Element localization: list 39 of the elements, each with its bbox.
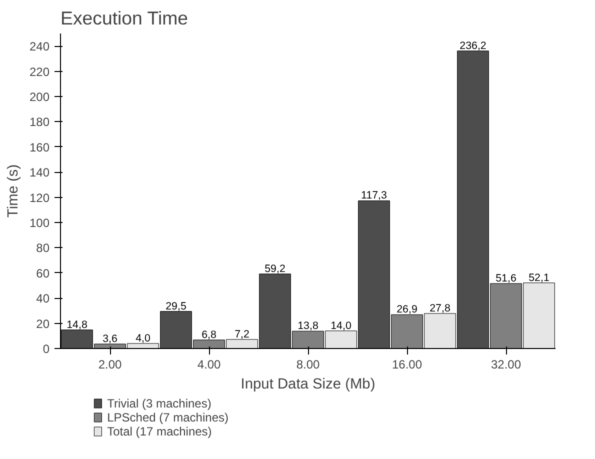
x-tick-label: 8.00 xyxy=(296,358,320,372)
y-tick-label: 240 xyxy=(29,40,50,54)
y-tick-label: 160 xyxy=(29,140,50,154)
x-axis-title: Input Data Size (Mb) xyxy=(240,376,376,392)
x-tick-label: 16.00 xyxy=(392,358,422,372)
y-tick-label: 120 xyxy=(29,190,50,205)
y-axis-title: Time (s) xyxy=(5,164,22,218)
x-tick-label: 32.00 xyxy=(490,358,522,372)
y-tick-label: 60 xyxy=(36,266,50,280)
data-label: 13,8 xyxy=(298,320,318,332)
y-tick-label: 80 xyxy=(36,241,50,256)
data-label: 51,6 xyxy=(496,272,516,284)
y-tick-label: 180 xyxy=(29,115,50,130)
data-label: 117,3 xyxy=(361,190,388,202)
y-tick-label: 220 xyxy=(29,64,50,79)
data-label: 6,8 xyxy=(202,328,216,341)
y-tick-label: 100 xyxy=(29,216,50,230)
data-label: 14,0 xyxy=(330,320,352,332)
legend-label: Total (17 machines) xyxy=(107,424,212,438)
y-tick-label: 200 xyxy=(29,90,50,104)
data-label: 7,2 xyxy=(234,328,250,340)
data-label: 29,5 xyxy=(166,300,186,312)
data-label: 4,0 xyxy=(136,332,150,344)
x-tick-label: 2.00 xyxy=(98,358,122,372)
data-label: 52,1 xyxy=(528,272,550,284)
chart-title: Execution Time xyxy=(60,8,188,28)
data-label: 236,2 xyxy=(460,40,486,52)
y-tick-label: 0 xyxy=(42,342,50,356)
x-tick-label: 4.00 xyxy=(197,358,222,372)
data-label: 27,8 xyxy=(430,302,450,314)
y-tick-label: 140 xyxy=(29,166,50,180)
data-label: 26,9 xyxy=(396,304,418,316)
data-label: 3,6 xyxy=(102,332,118,345)
y-tick-label: 40 xyxy=(36,292,50,306)
y-tick-label: 20 xyxy=(36,316,50,331)
data-label: 14,8 xyxy=(66,318,88,331)
data-label: 59,2 xyxy=(264,262,286,275)
legend-label: LPSched (7 machines) xyxy=(107,410,228,424)
legend-label: Trivial (3 machines) xyxy=(107,396,212,410)
